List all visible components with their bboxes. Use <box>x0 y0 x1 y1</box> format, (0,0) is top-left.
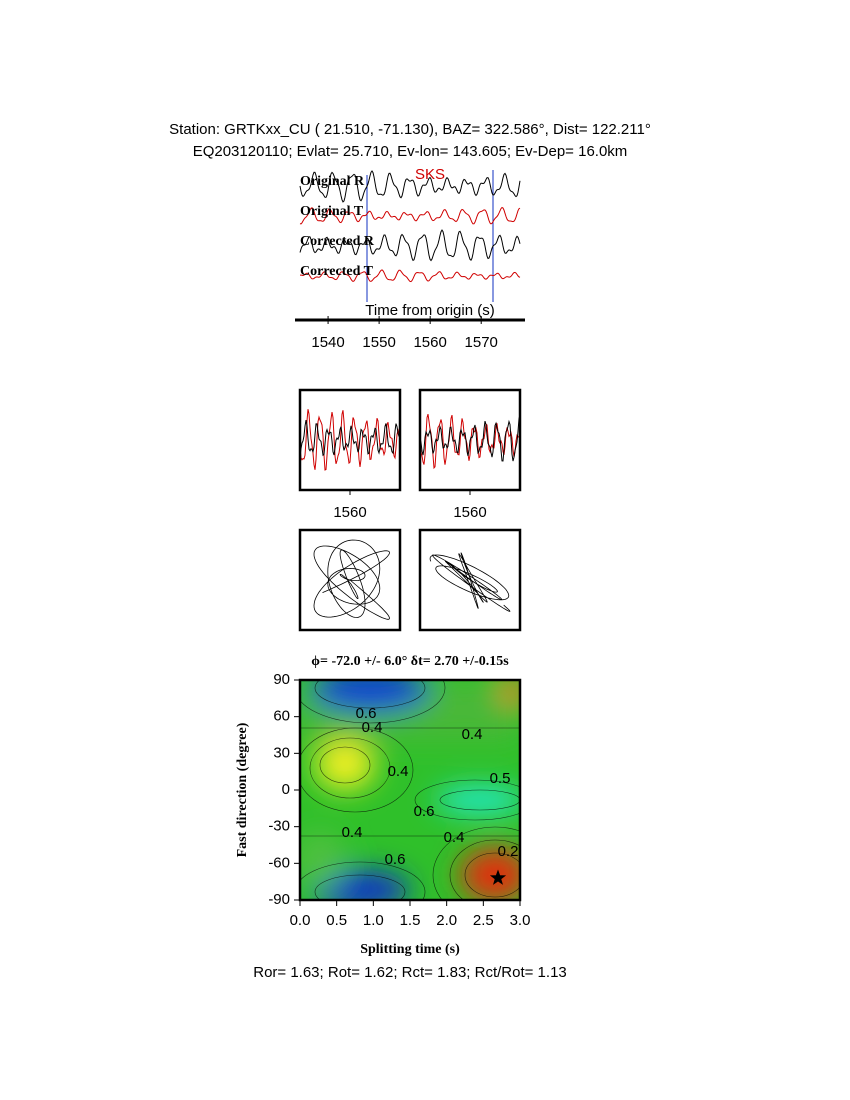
contour-label: 0.5 <box>490 770 511 787</box>
panel-frame <box>298 528 402 632</box>
y-tick-label: -60 <box>268 854 290 871</box>
x-tick-label: 2.5 <box>473 912 494 929</box>
contour-label: 0.4 <box>342 824 363 841</box>
contour-label: 0.4 <box>444 829 465 846</box>
trace-label: Original R <box>300 174 365 189</box>
particle-motion <box>313 539 390 620</box>
y-tick-label: -30 <box>268 818 290 835</box>
panel-frame <box>418 528 522 632</box>
y-tick-label: 90 <box>273 671 290 688</box>
y-tick-label: -90 <box>268 891 290 908</box>
footer: Ror= 1.63; Rot= 1.62; Rct= 1.83; Rct/Rot… <box>253 964 567 981</box>
misfit-surface <box>300 680 520 900</box>
waveform <box>300 269 521 283</box>
x-tick-label: 1540 <box>311 334 344 351</box>
contour-label: 0.6 <box>414 803 435 820</box>
phase-label: SKS <box>415 166 445 183</box>
contour-label: 0.4 <box>462 726 483 743</box>
waveform <box>299 170 521 203</box>
x-axis-label: Splitting time (s) <box>360 942 460 957</box>
contour-label: 0.6 <box>356 705 377 722</box>
waveform <box>299 420 401 458</box>
y-tick-label: 0 <box>282 781 290 798</box>
waveform <box>299 409 401 471</box>
x-tick-label: 2.0 <box>436 912 457 929</box>
trace-label: Corrected R <box>300 234 375 249</box>
y-tick-label: 30 <box>273 744 290 761</box>
x-tick-label: 1560 <box>413 334 446 351</box>
y-tick-label: 60 <box>273 708 290 725</box>
waveform <box>299 206 521 225</box>
waveform <box>419 414 521 462</box>
x-tick-label: 1560 <box>453 504 486 521</box>
contour-label: 0.6 <box>385 851 406 868</box>
x-tick-label: 1550 <box>362 334 395 351</box>
trace-label: Corrected T <box>300 264 374 279</box>
particle-motion <box>429 552 511 612</box>
y-axis-label: Fast direction (degree) <box>235 722 250 857</box>
header-line: Station: GRTKxx_CU ( 21.510, -71.130), B… <box>169 121 651 138</box>
x-tick-label: 0.0 <box>290 912 311 929</box>
trace-label: Original T <box>300 204 364 219</box>
x-tick-label: 1.0 <box>363 912 384 929</box>
header-line: EQ203120110; Evlat= 25.710, Ev-lon= 143.… <box>193 143 628 160</box>
contour-label: 0.2 <box>498 843 519 860</box>
x-tick-label: 0.5 <box>326 912 347 929</box>
x-tick-label: 1.5 <box>400 912 421 929</box>
contour-label: 0.4 <box>362 719 383 736</box>
x-axis-label: Time from origin (s) <box>365 302 494 319</box>
x-tick-label: 3.0 <box>510 912 531 929</box>
contour-label: 0.4 <box>388 763 409 780</box>
x-tick-label: 1560 <box>333 504 366 521</box>
waveform <box>299 229 521 262</box>
result-title: ϕ= -72.0 +/- 6.0° δt= 2.70 +/-0.15s <box>311 654 509 669</box>
x-tick-label: 1570 <box>465 334 498 351</box>
best-fit-star <box>489 869 507 885</box>
